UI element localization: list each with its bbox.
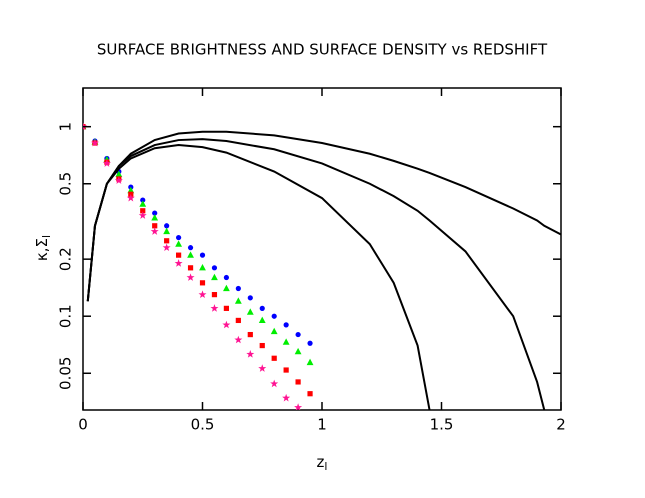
point: [235, 285, 241, 292]
point: [90, 138, 99, 147]
point: [140, 197, 146, 203]
point: [115, 170, 123, 178]
point: [223, 274, 229, 281]
x-tick-label: 2: [556, 416, 566, 434]
point: [259, 342, 265, 349]
x-label-sub: l: [324, 460, 327, 473]
point: [295, 379, 301, 385]
point: [258, 316, 266, 324]
point: [164, 238, 170, 244]
point: [186, 273, 195, 281]
point: [199, 264, 206, 271]
x-tick-label: 1: [317, 416, 327, 434]
point: [234, 335, 243, 344]
y-tick-label: 0.1: [57, 304, 75, 328]
y-label-sub: l: [40, 235, 53, 238]
point: [282, 338, 290, 345]
point: [187, 245, 194, 251]
point: [139, 200, 147, 207]
point: [222, 320, 231, 329]
x-tick-label: 0.5: [191, 416, 215, 434]
point: [235, 317, 241, 324]
y-axis-label: κ,Σl: [33, 235, 54, 261]
point: [174, 259, 183, 267]
point: [246, 308, 254, 315]
point: [247, 331, 253, 338]
point: [294, 403, 303, 410]
point: [259, 305, 265, 311]
y-tick-label: 0.05: [57, 357, 75, 390]
y-tick-label: 0.2: [57, 247, 75, 271]
point: [126, 193, 135, 202]
point: [150, 227, 159, 235]
chart-title: SURFACE BRIGHTNESS AND SURFACE DENSITY v…: [97, 41, 548, 59]
x-label-main: z: [317, 453, 325, 471]
point: [140, 208, 146, 214]
point: [164, 223, 170, 229]
point: [138, 211, 147, 219]
point: [187, 251, 194, 258]
point: [199, 252, 206, 258]
point: [152, 210, 158, 216]
y-label-main: κ,Σ: [33, 238, 51, 261]
point: [295, 331, 301, 338]
point: [151, 214, 159, 221]
point: [176, 234, 182, 241]
point: [307, 340, 313, 346]
point: [283, 367, 289, 373]
point: [102, 159, 111, 167]
plot-area: [83, 122, 561, 410]
point: [246, 350, 255, 358]
y-tick-label: 0.5: [57, 172, 75, 196]
plot-frame: [82, 87, 562, 411]
point: [247, 295, 253, 301]
point: [294, 347, 302, 355]
point: [223, 305, 229, 311]
curve: [86, 138, 546, 410]
point: [175, 240, 182, 247]
point: [187, 265, 194, 271]
x-axis-label: zl: [317, 453, 328, 474]
point: [199, 280, 206, 286]
point: [152, 223, 158, 229]
point: [114, 176, 123, 184]
y-tick-label: 1: [57, 122, 75, 132]
point: [271, 355, 277, 361]
point: [234, 297, 242, 304]
point: [127, 186, 135, 194]
x-tick-label: 0: [78, 416, 88, 434]
point: [270, 379, 279, 388]
point: [306, 358, 314, 366]
point: [176, 252, 182, 258]
point: [307, 391, 313, 397]
point: [163, 227, 171, 235]
point: [223, 284, 230, 292]
point: [258, 364, 267, 372]
point: [211, 292, 218, 298]
point: [270, 327, 278, 335]
point: [211, 273, 218, 281]
point: [282, 393, 291, 402]
point: [271, 313, 277, 319]
x-tick-label: 1.5: [430, 416, 454, 434]
point: [198, 290, 207, 299]
point: [283, 322, 289, 328]
point: [210, 304, 219, 312]
point: [211, 265, 218, 271]
curve: [86, 130, 561, 302]
point: [162, 243, 171, 252]
curve: [86, 144, 431, 410]
